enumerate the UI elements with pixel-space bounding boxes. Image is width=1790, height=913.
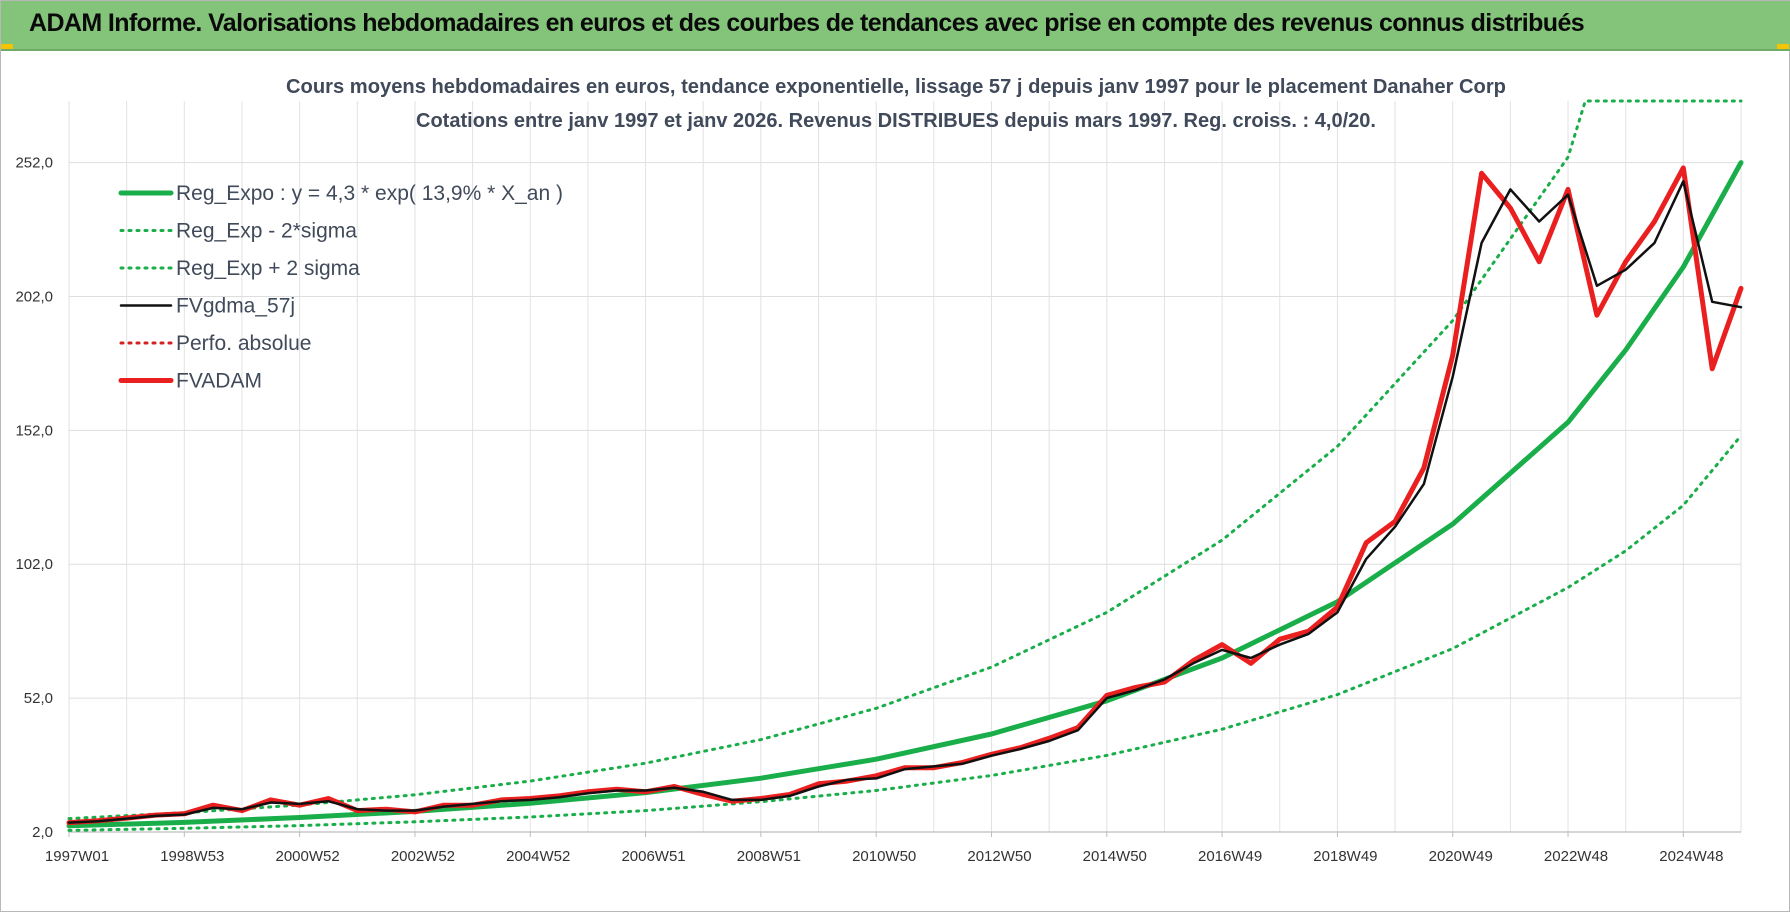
corner-marker-right	[1777, 44, 1789, 49]
x-tick-label: 2012W50	[967, 848, 1031, 865]
x-tick-label: 1998W53	[160, 848, 224, 865]
x-tick-label: 1997W01	[45, 848, 109, 865]
legend-label: Reg_Exp + 2 sigma	[176, 257, 360, 280]
report-title: ADAM Informe. Valorisations hebdomadaire…	[29, 9, 1585, 37]
y-tick-label: 252,0	[15, 155, 53, 172]
y-tick-label: 152,0	[15, 422, 53, 439]
x-tick-label: 2004W52	[506, 848, 570, 865]
x-tick-label: 2006W51	[621, 848, 685, 865]
x-tick-label: 2000W52	[276, 848, 340, 865]
x-tick-label: 2002W52	[391, 848, 455, 865]
legend-label: Reg_Exp - 2*sigma	[176, 220, 357, 243]
x-tick-label: 2016W49	[1198, 848, 1262, 865]
report-banner: ADAM Informe. Valorisations hebdomadaire…	[1, 1, 1790, 51]
legend-label: Perfo. absolue	[176, 332, 311, 355]
series-line	[67, 99, 1743, 821]
series-line	[67, 434, 1743, 832]
series-line	[67, 180, 1743, 824]
corner-marker-left	[1, 44, 13, 49]
y-tick-label: 102,0	[15, 556, 53, 573]
y-tick-label: 202,0	[15, 288, 53, 305]
x-tick-label: 2008W51	[737, 848, 801, 865]
legend-label: Reg_Expo : y = 4,3 * exp( 13,9% * X_an )	[176, 182, 563, 205]
x-tick-label: 2020W49	[1429, 848, 1493, 865]
legend-label: FVADAM	[176, 370, 262, 393]
x-tick-label: 2018W49	[1313, 848, 1377, 865]
series-line	[66, 160, 1744, 829]
y-tick-label: 2,0	[32, 824, 53, 841]
x-tick-label: 2024W48	[1659, 848, 1723, 865]
chart-title-line: Cours moyens hebdomadaires en euros, ten…	[286, 76, 1506, 98]
legend-label: FVgdma_57j	[176, 295, 295, 318]
x-tick-label: 2014W50	[1083, 848, 1147, 865]
x-tick-label: 2022W48	[1544, 848, 1608, 865]
x-tick-label: 2010W50	[852, 848, 916, 865]
y-tick-label: 52,0	[24, 690, 53, 707]
chart-title-line: Cotations entre janv 1997 et janv 2026. …	[416, 110, 1376, 132]
